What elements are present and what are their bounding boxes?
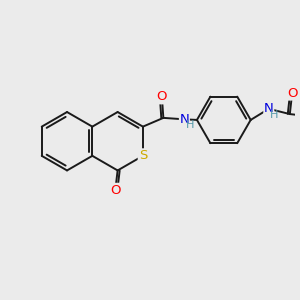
Text: H: H bbox=[270, 110, 278, 120]
Text: N: N bbox=[179, 113, 189, 126]
Text: N: N bbox=[264, 102, 274, 115]
Text: O: O bbox=[287, 86, 297, 100]
Text: O: O bbox=[110, 184, 121, 197]
Text: O: O bbox=[157, 90, 167, 103]
Text: H: H bbox=[185, 120, 194, 130]
Text: S: S bbox=[139, 149, 147, 162]
